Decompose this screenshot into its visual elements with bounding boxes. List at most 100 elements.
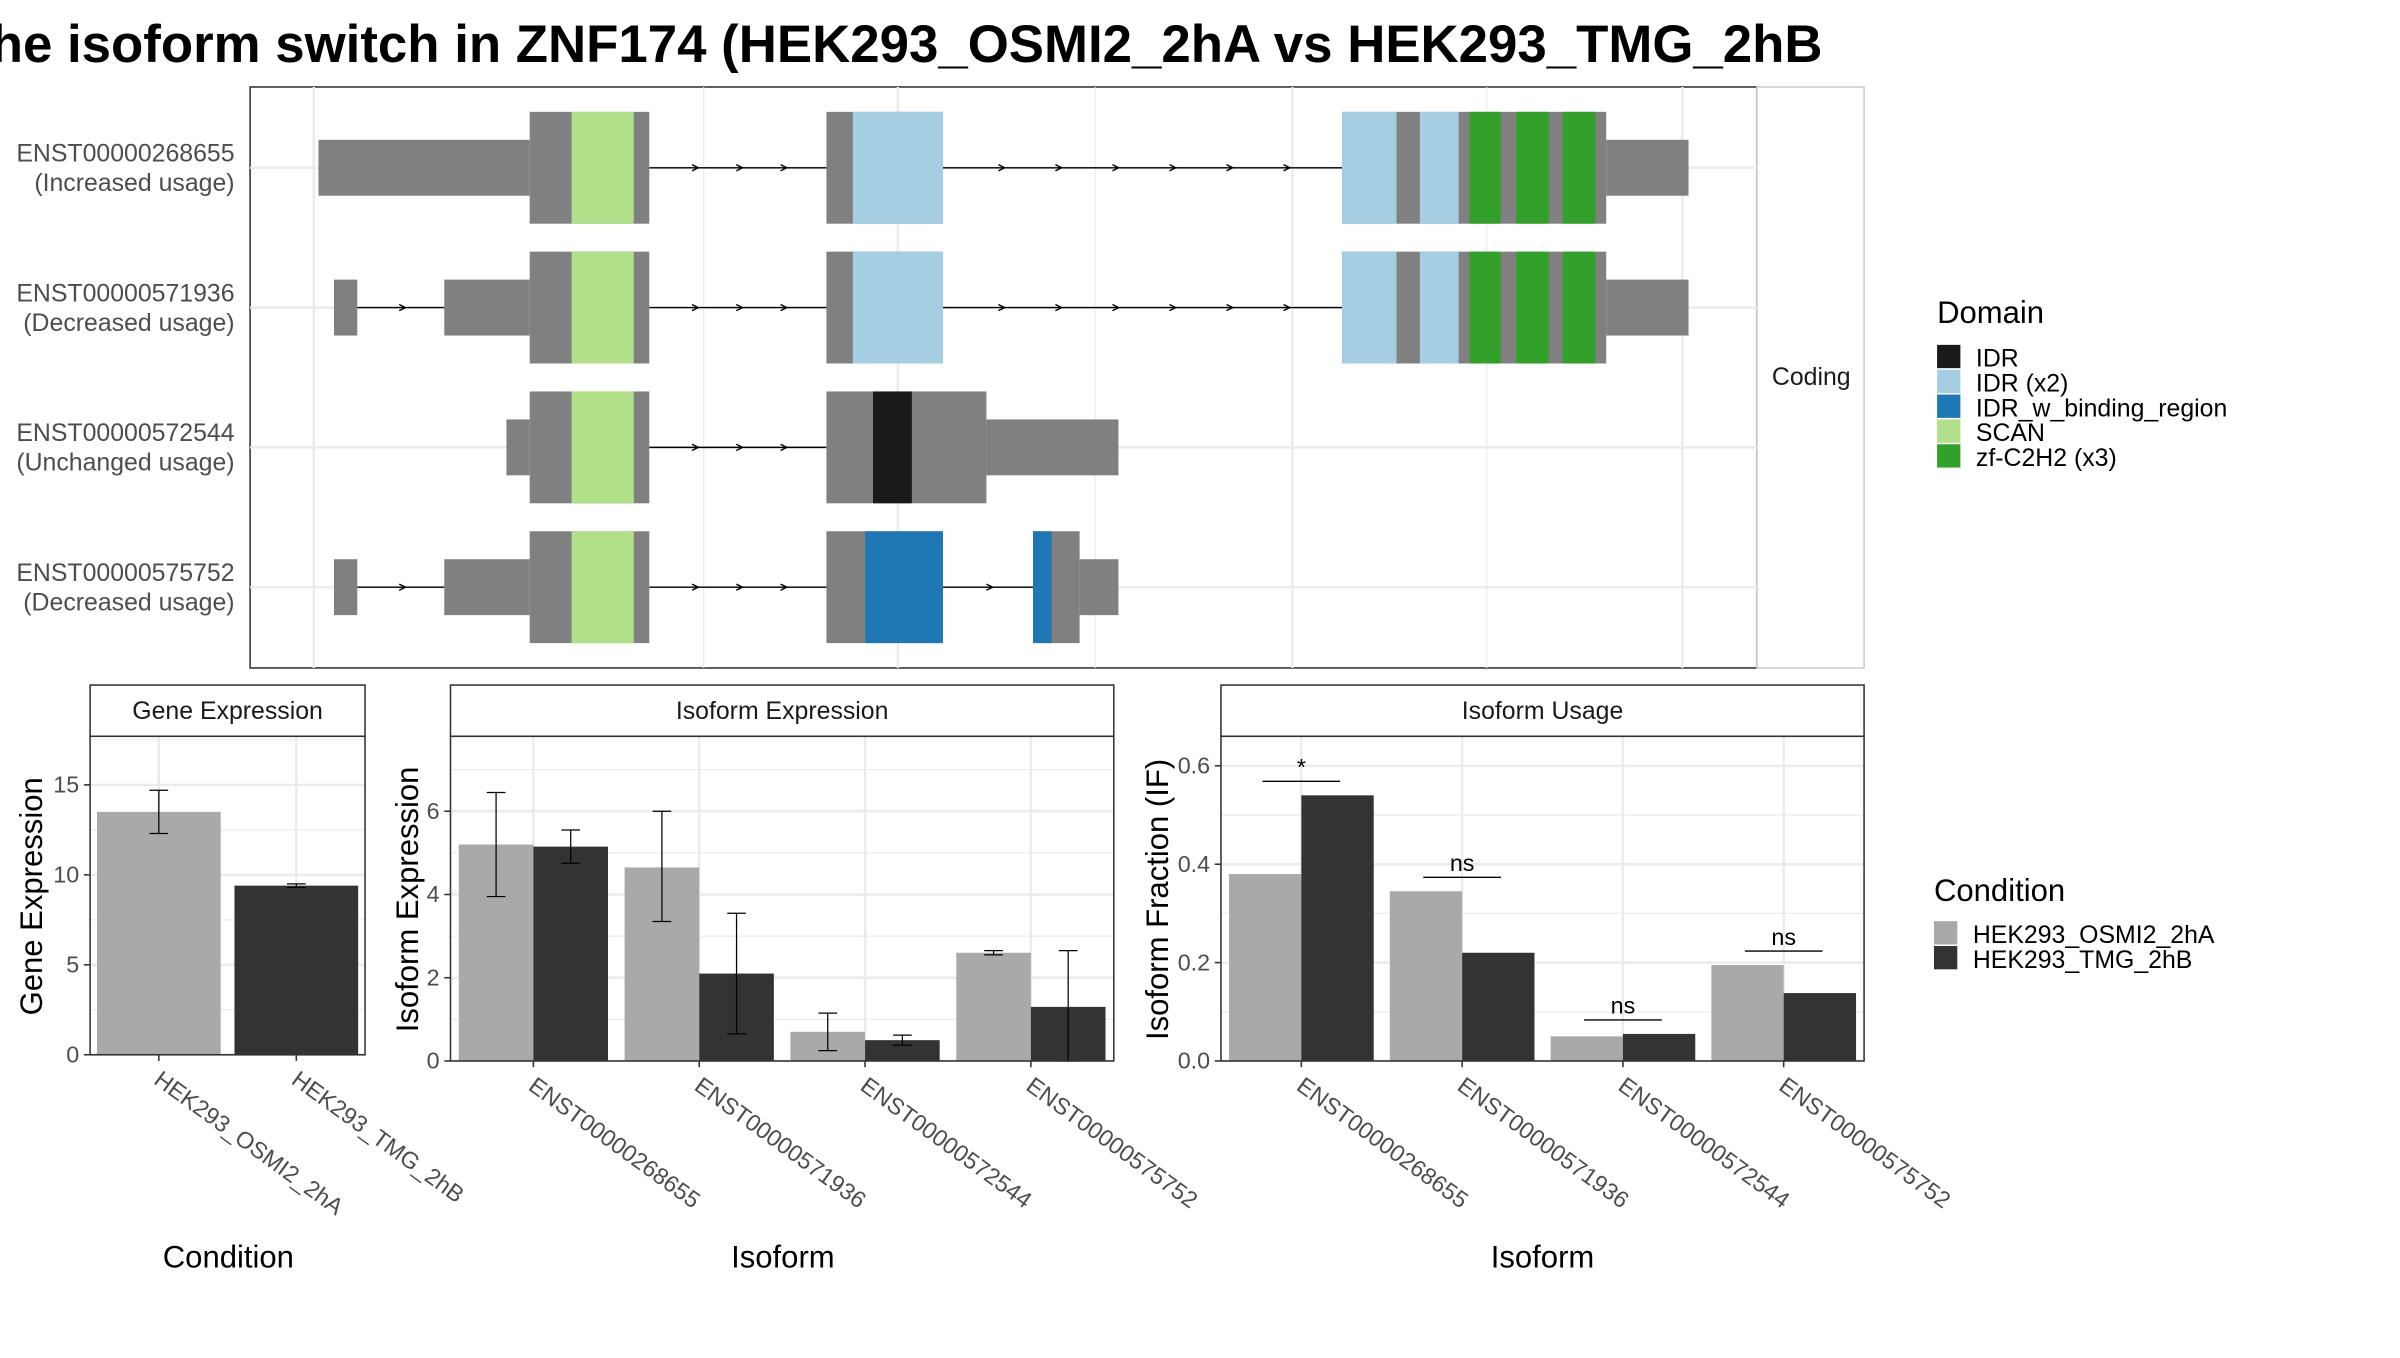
domain-block-zf-c2h2-x3--1: [1469, 111, 1501, 224]
gene-expression-panel-title: Gene Expression: [132, 698, 323, 725]
condition-legend-label-osmi2: HEK293_OSMI2_2hA: [1973, 922, 2215, 949]
isoform-usage-y-tick-label: 0.0: [1178, 1048, 1210, 1074]
domain-block-idr-w-binding-region-4: [865, 531, 943, 644]
gene-expression-title-strip: [89, 684, 366, 738]
isoform-usage-bar: [1711, 965, 1784, 1061]
intron-arrow-1: [735, 164, 745, 172]
structure-isoform-labels: ENST00000268655 (Increased usage) ENST00…: [16, 141, 234, 617]
isoform-expression-x-label: Isoform: [731, 1240, 835, 1275]
domain-legend: Domain IDR IDR (x2) IDR_w_binding_region…: [1937, 295, 2227, 472]
intron-arrow-4: [398, 583, 408, 591]
structure-label-usage-2: (Decreased usage): [23, 310, 234, 337]
intron-arrow-1: [691, 164, 700, 172]
intron-arrow-2: [1283, 303, 1292, 312]
intron-arrow-1: [1055, 164, 1064, 172]
isoform-usage-x-tick-label: ENST00000268655: [1292, 1072, 1473, 1213]
isoform-usage-plot-border: [1220, 735, 1865, 1062]
structure-label-id-2: ENST00000571936: [16, 280, 234, 307]
domain-block-idr-w-binding-region-4: [1033, 531, 1052, 644]
domain-block-zf-c2h2-x3--2: [1469, 251, 1501, 364]
structure-tracks: [318, 111, 1689, 644]
isoform-usage-bar: [1389, 891, 1463, 1061]
isoform-usage-x-tick-label: ENST00000575752: [1775, 1072, 1956, 1213]
domain-block-idr-x2--2: [1419, 251, 1459, 364]
domain-block-idr-x2--1: [1419, 111, 1459, 224]
isoform-expression-title-strip: [449, 684, 1115, 738]
condition-legend-key-osmi2: [1933, 921, 1958, 945]
isoform-usage-bar: [1301, 795, 1374, 1061]
isoform-expression-bar: [533, 846, 609, 1061]
intron-arrow-2: [1169, 303, 1178, 312]
structure-label-usage-4: (Decreased usage): [23, 589, 234, 616]
gene-expression-y-tick-label: 10: [53, 862, 79, 888]
domain-legend-title: Domain: [1937, 295, 2044, 330]
isoform-usage-y-label: Isoform Fraction (IF): [1140, 759, 1175, 1040]
isoform-usage-y-tick-label: 0.4: [1178, 851, 1210, 877]
domain-block-zf-c2h2-x3--1: [1516, 111, 1549, 224]
utr-exon-1: [318, 139, 530, 196]
isoform-expression-y-tick-label: 6: [427, 798, 440, 824]
domain-block-scan-3: [571, 391, 634, 504]
isoform-expression-panel-title: Isoform Expression: [676, 698, 889, 725]
domain-legend-label-idr-x2: IDR (x2): [1976, 370, 2068, 397]
domain-block-zf-c2h2-x3--1: [1562, 111, 1596, 224]
utr-exon-1: [1606, 139, 1689, 196]
intron-arrow-2: [1055, 303, 1064, 312]
gene-expression-bar: [96, 811, 221, 1055]
figure-title: he isoform switch in ZNF174 (HEK293_OSMI…: [0, 15, 1823, 74]
intron-arrow-2: [691, 303, 700, 312]
isoform-expression-x-tick-label: ENST00000268655: [524, 1072, 705, 1213]
isoform-expression-x-tick-label: ENST00000572544: [856, 1072, 1037, 1213]
intron-arrow-2: [398, 303, 408, 312]
utr-exon-3: [986, 419, 1119, 476]
condition-legend: Condition HEK293_OSMI2_2hA HEK293_TMG_2h…: [1933, 873, 2215, 974]
gene-expression-y-tick-label: 15: [53, 772, 79, 798]
utr-exon-4: [1079, 559, 1119, 616]
intron-arrow-3: [691, 443, 700, 452]
gene-expression-y-label: Gene Expression: [14, 777, 49, 1015]
domain-block-idr-x2--2: [1342, 251, 1397, 364]
domain-legend-key-idr-x2: [1937, 369, 1961, 394]
isoform-usage-significance-label: ns: [1611, 993, 1636, 1019]
intron-arrow-2: [998, 303, 1007, 312]
intron-arrow-4: [986, 583, 995, 591]
domain-block-scan-4: [571, 531, 634, 644]
isoform-usage-x-tick-label: ENST00000572544: [1614, 1072, 1795, 1213]
intron-arrow-3: [780, 443, 789, 452]
intron-arrow-1: [998, 164, 1007, 172]
intron-arrow-1: [1226, 164, 1235, 172]
isoform-usage-x-label: Isoform: [1491, 1240, 1595, 1275]
structure-label-usage-3: (Unchanged usage): [16, 450, 234, 477]
domain-legend-label-idr-binding: IDR_w_binding_region: [1976, 395, 2227, 422]
isoform-usage-significance-label: *: [1297, 754, 1306, 780]
utr-exon-2: [444, 279, 530, 336]
isoform-expression-bar: [865, 1040, 940, 1061]
gene-expression-plot-border: [89, 735, 366, 1056]
domain-block-idr-x2--2: [852, 251, 943, 364]
isoform-expression-plot-border: [449, 735, 1115, 1062]
intron-arrow-1: [1283, 164, 1292, 172]
domain-block-scan-1: [571, 111, 634, 224]
intron-arrow-2: [735, 303, 745, 312]
isoform-expression-panel: 0246ENST00000268655ENST00000571936ENST00…: [390, 684, 1203, 1275]
isoform-expression-x-tick-label: ENST00000571936: [690, 1072, 871, 1213]
structure-label-id-1: ENST00000268655: [16, 141, 234, 168]
structure-label-usage-1: (Increased usage): [34, 170, 234, 197]
condition-legend-key-tmg: [1933, 946, 1958, 970]
isoform-usage-bar: [1783, 993, 1857, 1061]
isoform-usage-significance-label: ns: [1450, 850, 1475, 876]
utr-exon-2: [333, 279, 358, 336]
intron-arrow-4: [691, 583, 700, 591]
intron-arrow-2: [780, 303, 789, 312]
structure-label-id-3: ENST00000572544: [16, 420, 234, 447]
isoform-structure-panel: Coding ENST00000268655 (Increased usage)…: [16, 86, 1865, 669]
intron-arrow-1: [1169, 164, 1178, 172]
structure-facet-label: Coding: [1772, 364, 1851, 391]
intron-arrow-1: [1112, 164, 1121, 172]
gene-expression-bar: [234, 885, 359, 1055]
domain-block-scan-2: [571, 251, 634, 364]
isoform-expression-y-tick-label: 2: [427, 964, 440, 990]
intron-arrow-2: [1226, 303, 1235, 312]
